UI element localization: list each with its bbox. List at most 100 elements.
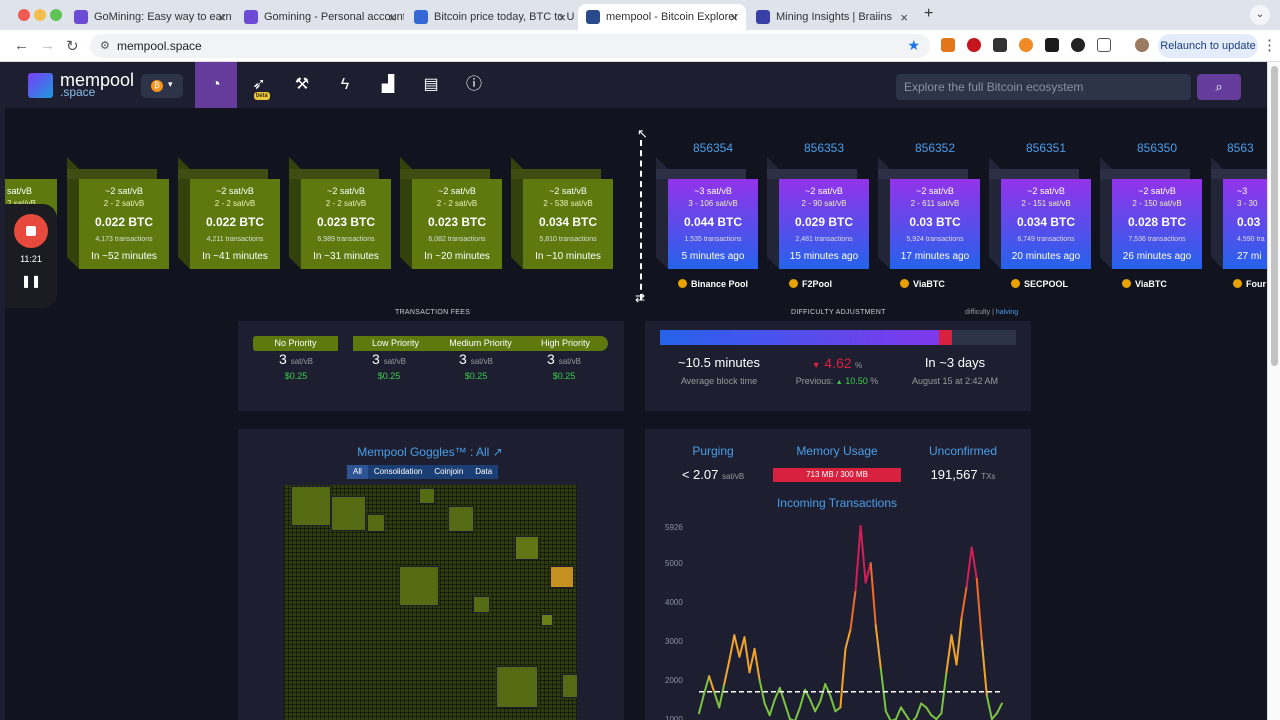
block-height-link[interactable]: 856352	[914, 141, 956, 155]
block-height-link[interactable]: 856354	[692, 141, 734, 155]
difficulty-halving-toggle[interactable]: difficulty | halving	[965, 309, 1019, 316]
mined-block[interactable]: ~3 3 - 30 0.03 4,590 tra 27 mi	[1211, 157, 1267, 269]
difficulty-toggle[interactable]: difficulty	[965, 309, 991, 316]
chevron-down-icon: ▾	[168, 79, 173, 89]
new-tab-button[interactable]: +	[924, 5, 934, 22]
info-icon[interactable]: ⓘ	[465, 76, 482, 93]
close-tab-icon[interactable]: ×	[218, 9, 226, 25]
forward-icon[interactable]: →	[40, 37, 55, 54]
profile-avatar[interactable]	[1135, 38, 1149, 52]
pending-block[interactable]: ~2 sat/vB 2 - 2 sat/vB 0.023 BTC 6,989 tran…	[289, 157, 391, 269]
graphs-icon[interactable]: ▟	[381, 76, 395, 93]
pending-block[interactable]: ~2 sat/vB 2 - 2 sat/vB 0.022 BTC 4,173 tran…	[67, 157, 169, 269]
mining-pool-label[interactable]: F2Pool	[789, 279, 832, 289]
scrollbar-thumb[interactable]	[1271, 66, 1278, 366]
pending-block[interactable]: ~2 sat/vB 2 - 538 sat/vB 0.034 BTC 5,810 tr…	[511, 157, 613, 269]
treemap-tx[interactable]	[562, 674, 577, 698]
mining-pool-label[interactable]: Binance Pool	[678, 279, 748, 289]
series-segment	[834, 706, 842, 713]
back-icon[interactable]: ←	[14, 37, 29, 54]
reload-icon[interactable]: ↻	[66, 38, 79, 55]
browser-tab[interactable]: Bitcoin price today, BTC to US ×	[406, 4, 574, 30]
mining-pool-label[interactable]: SECPOOL	[1011, 279, 1068, 289]
tab-coinjoin[interactable]: Coinjoin	[434, 467, 464, 476]
mined-block[interactable]: ~3 sat/vB 3 - 106 sat/vB 0.044 BTC 1,535 tr…	[656, 157, 758, 269]
halving-toggle[interactable]: halving	[995, 309, 1019, 316]
mining-pool-label[interactable]: ViaBTC	[900, 279, 945, 289]
mined-block[interactable]: ~2 sat/vB 2 - 90 sat/vB 0.029 BTC 2,481 tra…	[767, 157, 869, 269]
tab-consolidation[interactable]: Consolidation	[373, 467, 423, 476]
treemap-tx[interactable]	[541, 614, 553, 626]
close-tab-icon[interactable]: ×	[900, 9, 908, 25]
block-height-link[interactable]: 856351	[1025, 141, 1067, 155]
treemap-tx[interactable]	[448, 506, 474, 532]
mining-pool-label[interactable]: Four	[1233, 279, 1266, 289]
incoming-transactions-chart[interactable]: 1000 2000 3000 4000 5000 5926	[665, 519, 1010, 720]
stop-recording-button[interactable]	[14, 214, 48, 248]
close-tab-icon[interactable]: ×	[388, 9, 396, 25]
browser-tab[interactable]: Gomining - Personal account ×	[236, 4, 404, 30]
treemap-tx[interactable]	[291, 486, 331, 526]
series-segment	[985, 694, 993, 720]
treemap-tx[interactable]	[367, 514, 385, 532]
logo-text[interactable]: mempool	[60, 70, 135, 90]
mined-block[interactable]: ~2 sat/vB 2 - 611 sat/vB 0.03 BTC 5,924 tra…	[878, 157, 980, 269]
external-link-icon[interactable]: ↗	[492, 445, 503, 459]
extension-star-icon[interactable]	[1019, 38, 1033, 52]
search-button[interactable]: ⌕	[1197, 74, 1241, 100]
site-info-icon[interactable]: ⚙	[100, 40, 110, 52]
logo-subtext[interactable]: .space	[60, 85, 96, 99]
minimize-window-button[interactable]	[34, 9, 46, 21]
network-selector[interactable]: ₿ ▾	[141, 74, 183, 98]
block-height-link[interactable]: 856353	[803, 141, 845, 155]
treemap-tx[interactable]	[331, 496, 366, 531]
pause-icon[interactable]: ❚❚	[20, 274, 42, 288]
search-input[interactable]: Explore the full Bitcoin ecosystem	[896, 74, 1191, 100]
pending-block[interactable]: ~2 sat/vB 2 - 2 sat/vB 0.022 BTC 4,211 tran…	[178, 157, 280, 269]
metamask-extension-icon[interactable]	[941, 38, 955, 52]
browser-tab[interactable]: GoMining: Easy way to earn e ×	[66, 4, 234, 30]
tab-all[interactable]: All	[347, 465, 368, 479]
tab-search-icon[interactable]: ⌄	[1250, 5, 1270, 25]
browser-tab[interactable]: mempool - Bitcoin Explorer ×	[578, 4, 746, 30]
difficulty-progress-bar	[660, 330, 1016, 345]
pending-block[interactable]: ~2 sat/vB 2 - 2 sat/vB 0.023 BTC 6,082 tran…	[400, 157, 502, 269]
close-tab-icon[interactable]: ×	[730, 9, 738, 25]
maximize-window-button[interactable]	[50, 9, 62, 21]
extension-icon[interactable]	[993, 38, 1007, 52]
extensions-puzzle-icon[interactable]	[1097, 38, 1111, 52]
mempool-treemap[interactable]	[284, 485, 577, 720]
treemap-tx[interactable]	[550, 566, 574, 588]
goggles-title[interactable]: Mempool Goggles™ : All ↗	[357, 445, 503, 459]
rocket-icon[interactable]: ➶ beta	[252, 76, 270, 100]
more-menu-icon[interactable]: ⋮	[1262, 37, 1277, 54]
treemap-tx[interactable]	[419, 488, 435, 504]
extension-dark-icon[interactable]	[1045, 38, 1059, 52]
treemap-tx[interactable]	[496, 666, 538, 708]
opera-extension-icon[interactable]	[967, 38, 981, 52]
dashboard-icon[interactable]: ◔	[195, 62, 237, 108]
relaunch-button[interactable]: Relaunch to update	[1158, 34, 1258, 58]
treemap-tx[interactable]	[399, 566, 439, 606]
hammer-icon[interactable]: ⚒	[294, 76, 310, 93]
treemap-tx[interactable]	[515, 536, 539, 560]
treemap-tx[interactable]	[473, 596, 490, 613]
tab-data[interactable]: Data	[475, 467, 493, 476]
mined-block[interactable]: ~2 sat/vB 2 - 150 sat/vB 0.028 BTC 7,536 tr…	[1100, 157, 1202, 269]
close-window-button[interactable]	[18, 9, 30, 21]
address-bar[interactable]: ⚙ mempool.space ★	[90, 34, 930, 58]
docs-icon[interactable]: ▤	[423, 76, 439, 93]
x-extension-icon[interactable]	[1071, 38, 1085, 52]
block-height-link[interactable]: 8563	[1227, 141, 1254, 155]
lightning-icon[interactable]: ϟ	[340, 76, 350, 93]
bookmark-star-icon[interactable]: ★	[907, 37, 920, 53]
mined-block[interactable]: ~2 sat/vB 2 - 151 sat/vB 0.034 BTC 6,749 tr…	[989, 157, 1091, 269]
mempool-logo-icon[interactable]	[28, 73, 53, 98]
series-segment	[912, 716, 918, 720]
browser-tab[interactable]: Mining Insights | Braiins ×	[748, 4, 916, 30]
close-tab-icon[interactable]: ×	[558, 9, 566, 25]
mining-pool-label[interactable]: ViaBTC	[1122, 279, 1167, 289]
page-scrollbar[interactable]	[1267, 62, 1280, 720]
swap-direction-icon[interactable]: ⇄	[635, 291, 646, 305]
block-height-link[interactable]: 856350	[1136, 141, 1178, 155]
